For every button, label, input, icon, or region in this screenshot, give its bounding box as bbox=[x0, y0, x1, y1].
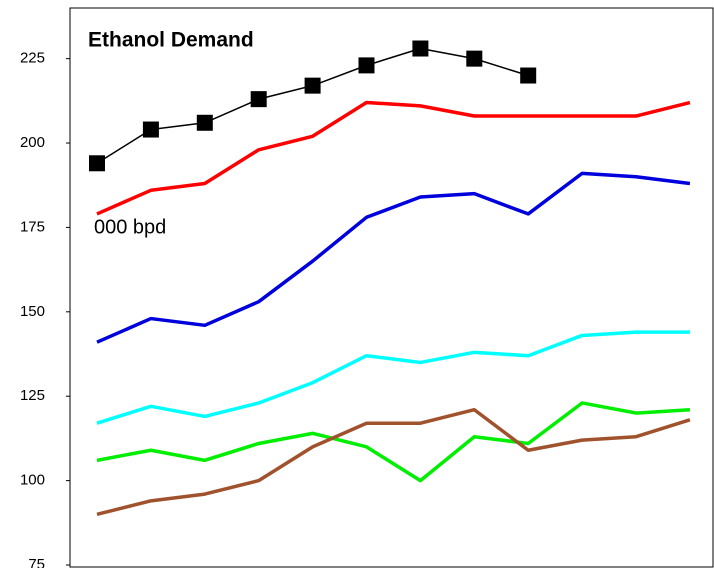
marker bbox=[142, 121, 159, 138]
marker bbox=[89, 155, 105, 172]
y-tick-label: 225 bbox=[20, 50, 45, 67]
marker bbox=[250, 91, 267, 108]
series-line bbox=[96, 401, 691, 483]
chart-title: Ethanol Demand bbox=[88, 29, 254, 52]
series-line bbox=[96, 407, 691, 517]
y-tick-label: 200 bbox=[20, 134, 45, 151]
y-tick-label: 100 bbox=[20, 472, 45, 489]
marker bbox=[412, 40, 429, 57]
y-tick-label: 150 bbox=[20, 303, 45, 320]
marker bbox=[520, 67, 537, 84]
marker bbox=[304, 77, 321, 94]
series-line bbox=[96, 171, 691, 344]
y-tick-label: 175 bbox=[20, 218, 45, 235]
marker bbox=[466, 50, 483, 67]
series-line bbox=[96, 330, 690, 425]
marker bbox=[196, 114, 213, 131]
plot-frame bbox=[69, 7, 714, 568]
series-line bbox=[96, 47, 529, 164]
y-tick-label: 125 bbox=[20, 387, 45, 404]
series-line bbox=[96, 100, 691, 216]
annotation: 000 bpd bbox=[94, 216, 166, 238]
marker bbox=[358, 57, 375, 74]
y-tick-label: 75 bbox=[28, 556, 45, 568]
